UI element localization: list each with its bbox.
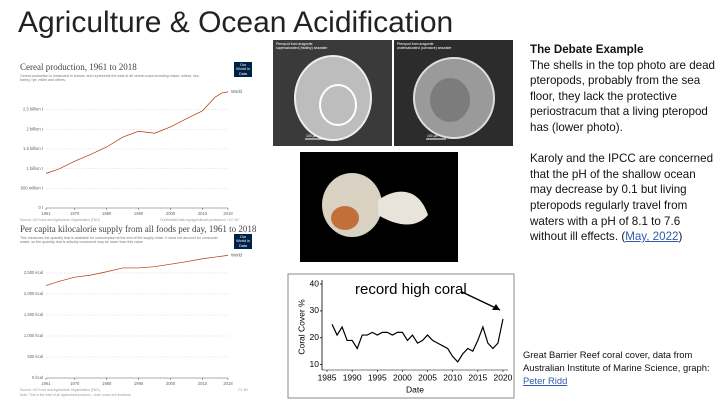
y-tick-label: 500 kcal: [27, 354, 43, 359]
x-tick-label: 2010: [198, 381, 208, 386]
chart-subtitle: Cereal production is measured in tonnes,…: [20, 74, 200, 83]
series-label: World: [231, 252, 243, 257]
reef-caption: Great Barrier Reef coral cover, data fro…: [523, 348, 718, 387]
x-tick-label: 2018: [223, 211, 233, 216]
x-tick-label: 2010: [198, 211, 208, 216]
chart-title: Per capita kilocalorie supply from all f…: [20, 224, 257, 234]
data-line: [331, 318, 504, 363]
x-tick-label: 1961: [41, 211, 51, 216]
living-wing: [378, 191, 428, 225]
x-tick-label: 1995: [368, 372, 387, 382]
coral-frame: [287, 273, 515, 399]
chart-note: Note: This is the total of all agricultu…: [20, 393, 132, 397]
photo-caption: Pteropod from aragonite supersaturated (…: [276, 42, 328, 50]
caption-text: Great Barrier Reef coral cover, data fro…: [523, 349, 710, 373]
y-tick-label: 10: [310, 359, 320, 369]
x-tick-label: 1985: [318, 372, 337, 382]
y-tick-label: 30: [310, 305, 320, 315]
paren: ): [678, 230, 683, 244]
y-tick-label: 20: [310, 332, 320, 342]
debate-heading: The Debate Example: [530, 43, 644, 56]
chart-title: Cereal production, 1961 to 2018: [20, 62, 137, 72]
y-tick-label: 1 billion t: [26, 166, 43, 171]
x-tick-label: 1990: [134, 211, 144, 216]
series-label: World: [231, 89, 243, 94]
x-tick-label: 2000: [166, 211, 176, 216]
scale-label: 100 µm: [306, 134, 318, 138]
scale-label: 100 µm: [427, 134, 439, 138]
x-tick-label: 1970: [70, 381, 80, 386]
y-tick-label: 1,500 kcal: [24, 312, 43, 317]
x-tick-label: 1990: [343, 372, 362, 382]
x-tick-label: 1980: [102, 381, 112, 386]
debate-text: The Debate Example The shells in the top…: [530, 42, 716, 260]
data-line: [45, 91, 229, 174]
y-tick-label: 500 million t: [21, 185, 44, 190]
data-line: [45, 255, 229, 286]
x-tick-label: 2020: [494, 372, 513, 382]
slide-title: Agriculture & Ocean Acidification: [18, 6, 454, 39]
shell-whorl: [430, 78, 470, 122]
arrow-head: [492, 304, 500, 310]
y-tick-label: 0 t: [38, 205, 43, 210]
chart-source: Source: UN Food and Agriculture Organiza…: [20, 218, 100, 222]
annotation: record high coral: [355, 281, 467, 298]
author-link[interactable]: Peter Ridd: [523, 375, 568, 386]
shell-whorl: [319, 84, 357, 126]
x-tick-label: 1970: [70, 211, 80, 216]
x-tick-label: 1961: [41, 381, 51, 386]
paragraph-text: Karoly and the IPCC are concerned that t…: [530, 152, 714, 244]
x-axis-label: Date: [406, 384, 424, 394]
y-tick-label: 0 kcal: [32, 375, 43, 380]
x-tick-label: 1980: [102, 211, 112, 216]
y-tick-label: 2.5 billion t: [23, 107, 44, 112]
living-body: [331, 206, 359, 230]
y-axis-label: Coral Cover %: [296, 299, 306, 355]
chart-subtitle: This measures the quantity that is avail…: [20, 236, 218, 245]
y-tick-label: 2,500 kcal: [24, 270, 43, 275]
y-tick-label: 40: [310, 278, 320, 288]
y-tick-label: 1,000 kcal: [24, 333, 43, 338]
x-tick-label: 2010: [443, 372, 462, 382]
chart-url: OurWorldInData.org/agricultural-producti…: [160, 218, 240, 222]
x-tick-label: 2018: [223, 381, 233, 386]
x-tick-label: 2005: [418, 372, 437, 382]
paragraph: The shells in the top photo are dead pte…: [530, 58, 715, 134]
chart-url: CC BY: [238, 388, 249, 392]
owid-logo: Our World in Data: [234, 234, 252, 250]
shell: [294, 55, 372, 141]
chart-source: Source: UN Food and Agriculture Organiza…: [20, 388, 100, 392]
y-tick-label: 1.5 billion t: [23, 146, 44, 151]
x-tick-label: 2000: [393, 372, 412, 382]
citation-link[interactable]: May, 2022: [625, 230, 679, 244]
paragraph: Karoly and the IPCC are concerned that t…: [530, 151, 716, 245]
owid-logo: Our World in Data: [234, 62, 252, 78]
annotation-arrow: [461, 291, 501, 311]
y-tick-label: 2 billion t: [26, 126, 43, 131]
x-tick-label: 2000: [166, 381, 176, 386]
paren: (: [621, 230, 626, 244]
photo-caption: Pteropod from aragonite undersaturated (…: [397, 42, 452, 50]
x-tick-label: 1990: [134, 381, 144, 386]
x-tick-label: 2015: [468, 372, 487, 382]
y-tick-label: 2,000 kcal: [24, 291, 43, 296]
